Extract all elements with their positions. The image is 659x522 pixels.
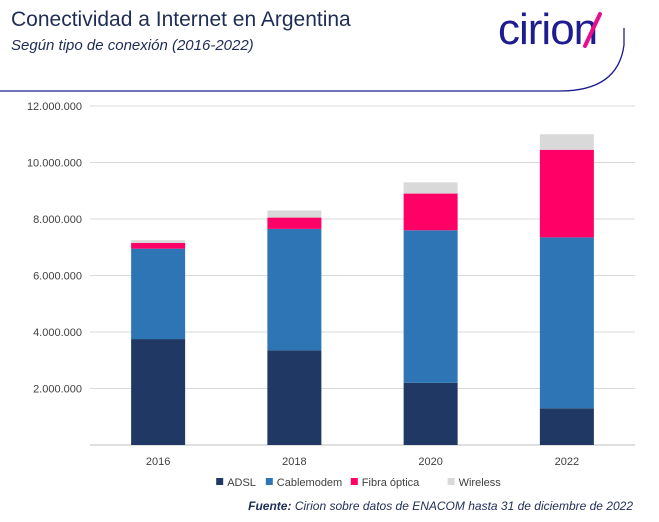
bar-segment-cablemodem [403,230,458,383]
header-divider-curve [0,28,625,92]
source-text: Cirion sobre datos de ENACOM hasta 31 de… [294,499,633,513]
legend-label-wireless: Wireless [459,477,502,489]
bar-segment-fibra-ptica [539,149,594,238]
logo-slash [583,12,602,48]
bar-segment-adsl [403,382,458,445]
y-tick-label: 2.000.000 [33,384,82,396]
bar-segment-wireless [403,182,458,194]
header: Conectividad a Internet en Argentina Seg… [0,0,659,95]
source-footer: Fuente: Cirion sobre datos de ENACOM has… [248,499,633,513]
x-axis: 2016 2018 2020 2022 [146,456,579,468]
x-tick-label: 2022 [555,456,579,468]
y-tick-label: 12.000.000 [27,101,82,113]
stacked-bar-chart: 2.000.000 4.000.000 6.000.000 8.000.000 10.0… [27,101,635,489]
bar-segment-fibra-ptica [267,217,322,229]
bar-segment-cablemodem [267,228,322,351]
legend-label-cablemodem: Cablemodem [277,477,342,489]
bar-segment-cablemodem [539,237,594,409]
x-tick-label: 2018 [282,456,306,468]
y-tick-label: 6.000.000 [33,271,82,283]
legend-swatch-fibra-ptica [350,478,358,485]
logo-wordmark: cirion [498,5,597,54]
bar-segment-wireless [131,240,186,244]
legend-label-fibra-ptica: Fibra óptica [362,477,420,489]
y-axis: 2.000.000 4.000.000 6.000.000 8.000.000 10.0… [27,101,82,396]
y-tick-label: 8.000.000 [33,214,82,226]
x-tick-label: 2016 [146,456,170,468]
bar-segment-wireless [539,134,594,150]
bar-segment-fibra-ptica [403,193,458,231]
y-tick-label: 10.000.000 [27,158,82,170]
legend-swatch-cablemodem [265,478,273,485]
legend-swatch-wireless [447,478,455,485]
bar-segment-adsl [539,408,594,445]
bar-segment-wireless [267,210,322,218]
page-title: Conectividad a Internet en Argentina [11,8,351,31]
bar-segment-fibra-ptica [131,243,186,249]
legend-swatch-adsl [216,478,224,485]
x-tick-label: 2020 [418,456,442,468]
bar-segment-cablemodem [131,248,186,340]
source-label: Fuente: [248,499,292,513]
legend-label-adsl: ADSL [227,477,256,489]
page-subtitle: Según tipo de conexión (2016-2022) [11,37,254,54]
bars [131,134,594,445]
bar-segment-adsl [131,339,186,445]
legend: ADSL Cablemodem Fibra óptica Wireless [216,477,501,489]
y-tick-label: 4.000.000 [33,327,82,339]
bar-segment-adsl [267,350,322,445]
cirion-logo: cirion [490,4,630,60]
